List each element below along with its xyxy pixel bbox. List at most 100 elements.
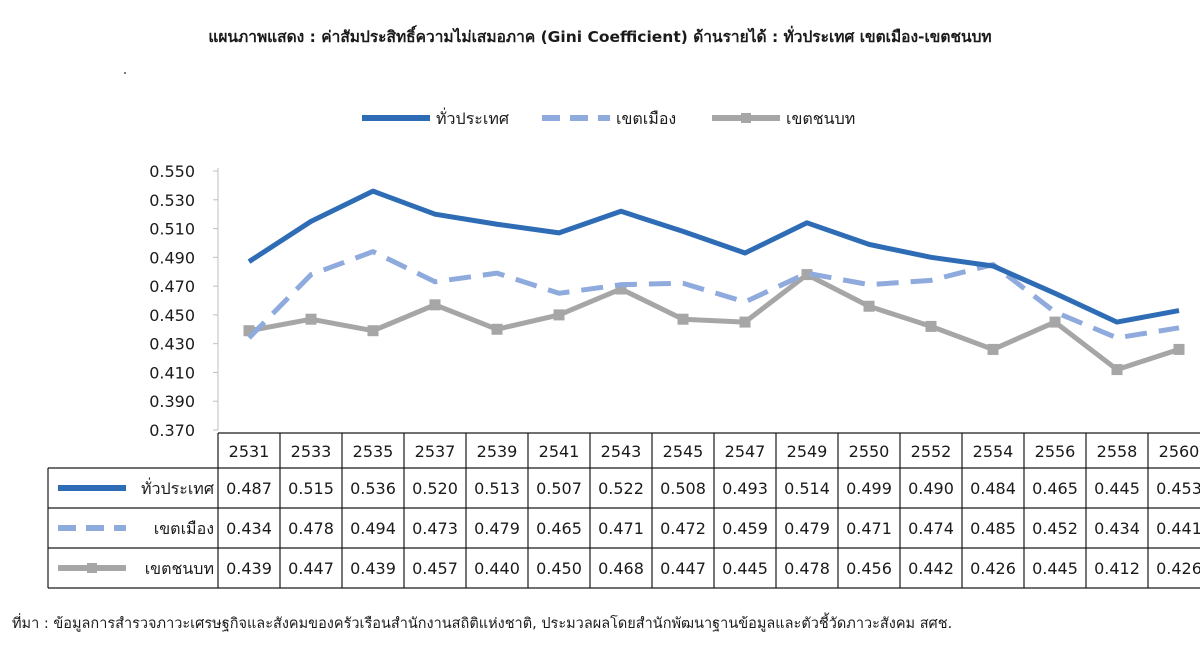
- legend-label-1: ทั่วประเทศ: [436, 107, 509, 128]
- table-value-cell: 0.441: [1156, 519, 1200, 538]
- table-value-cell: 0.465: [1032, 479, 1078, 498]
- table-value-cell: 0.479: [474, 519, 520, 538]
- table-value-cell: 0.445: [722, 559, 768, 578]
- table-value-cell: 0.471: [846, 519, 892, 538]
- table-value-cell: 0.452: [1032, 519, 1078, 538]
- data-table: 2531 2533 2535 2537 2539 2541 2543 2545 2547 2549…: [47, 432, 1200, 589]
- table-value-cell: 0.471: [598, 519, 644, 538]
- table-row-label-3: เขตชนบท: [145, 559, 214, 578]
- plot-area: [243, 188, 1185, 376]
- table-header-cell: 2549: [787, 442, 828, 461]
- table-header-cell: 2556: [1035, 442, 1076, 461]
- data-point: [677, 313, 689, 325]
- table-header-cell: 2539: [477, 442, 518, 461]
- table-value-cell: 0.468: [598, 559, 644, 578]
- table-value-cell: 0.513: [474, 479, 520, 498]
- table-value-cell: 0.522: [598, 479, 644, 498]
- table-value-cell: 0.447: [288, 559, 334, 578]
- data-point: [739, 316, 751, 328]
- table-value-cell: 0.484: [970, 479, 1016, 498]
- table-value-cell: 0.450: [536, 559, 582, 578]
- data-point: [367, 325, 379, 337]
- y-tick-label: 0.510: [149, 220, 195, 239]
- y-tick-label: 0.370: [149, 421, 195, 440]
- gini-line-chart: ทั่วประเทศ เขตเมือง เขตชนบท 0.5500.5300.51…: [47, 107, 1200, 589]
- data-point: [553, 309, 565, 321]
- table-value-cell: 0.493: [722, 479, 768, 498]
- table-value-cell: 0.514: [784, 479, 830, 498]
- table-header-cell: 2558: [1097, 442, 1138, 461]
- series-line-1: [247, 188, 1180, 325]
- table-value-cell: 0.456: [846, 559, 892, 578]
- data-point: [863, 300, 875, 312]
- table-row-label-2: เขตเมือง: [154, 519, 214, 538]
- data-point: [1049, 316, 1061, 328]
- table-value-cell: 0.459: [722, 519, 768, 538]
- series-line-2: [247, 249, 1180, 341]
- legend-marker-3: [741, 113, 751, 123]
- table-value-cell: 0.442: [908, 559, 954, 578]
- data-point: [801, 269, 813, 281]
- data-point: [1111, 364, 1123, 376]
- table-value-cell: 0.487: [226, 479, 272, 498]
- data-point: [305, 313, 317, 325]
- data-point: [429, 299, 441, 311]
- chart-legend: ทั่วประเทศ เขตเมือง เขตชนบท: [362, 107, 855, 128]
- data-point: [1173, 343, 1185, 355]
- table-value-cell: 0.472: [660, 519, 706, 538]
- table-value-cell: 0.439: [350, 559, 396, 578]
- table-header-cell: 2554: [973, 442, 1014, 461]
- stray-dot: [124, 72, 126, 74]
- table-value-cell: 0.426: [970, 559, 1016, 578]
- table-value-cell: 0.453: [1156, 479, 1200, 498]
- table-value-cell: 0.515: [288, 479, 334, 498]
- table-value-cell: 0.434: [226, 519, 272, 538]
- table-value-cell: 0.474: [908, 519, 954, 538]
- y-axis: 0.550 0.530 0.510 0.490 0.470 0.450 0.430 0.410…: [149, 162, 219, 440]
- table-value-cell: 0.478: [288, 519, 334, 538]
- legend-label-3: เขตชนบท: [786, 109, 855, 128]
- table-header-cell: 2560: [1159, 442, 1200, 461]
- table-value-cell: 0.508: [660, 479, 706, 498]
- y-tick-label: 0.470: [149, 277, 195, 296]
- table-value-cell: 0.434: [1094, 519, 1140, 538]
- table-header-cell: 2550: [849, 442, 890, 461]
- y-tick-label: 0.410: [149, 363, 195, 382]
- table-value-cell: 0.439: [226, 559, 272, 578]
- table-header-cell: 2533: [291, 442, 332, 461]
- chart-title: แผนภาพแสดง : ค่าสัมประสิทธิ์ความไม่เสมอภ…: [208, 28, 992, 46]
- table-value-cell: 0.536: [350, 479, 396, 498]
- table-value-cell: 0.440: [474, 559, 520, 578]
- table-header-cell: 2541: [539, 442, 580, 461]
- table-value-cell: 0.499: [846, 479, 892, 498]
- source-note: ที่มา : ข้อมูลการสำรวจภาวะเศรษฐกิจและสัง…: [12, 616, 953, 632]
- table-value-cell: 0.465: [536, 519, 582, 538]
- data-point: [615, 283, 627, 295]
- data-point: [243, 325, 255, 337]
- y-tick-label: 0.450: [149, 306, 195, 325]
- legend-label-2: เขตเมือง: [616, 109, 676, 128]
- table-value-cell: 0.473: [412, 519, 458, 538]
- table-value-cell: 0.479: [784, 519, 830, 538]
- table-key-marker-3: [87, 563, 97, 573]
- table-header-cell: 2547: [725, 442, 766, 461]
- data-point: [987, 343, 999, 355]
- table-row-label-1: ทั่วประเทศ: [141, 477, 214, 498]
- table-value-cell: 0.457: [412, 559, 458, 578]
- y-tick-label: 0.530: [149, 191, 195, 210]
- data-point: [491, 323, 503, 335]
- table-header-cell: 2535: [353, 442, 394, 461]
- table-value-cell: 0.520: [412, 479, 458, 498]
- table-value-cell: 0.490: [908, 479, 954, 498]
- series-line-3: [248, 272, 1180, 373]
- table-value-cell: 0.412: [1094, 559, 1140, 578]
- y-tick-label: 0.550: [149, 162, 195, 181]
- table-header-cell: 2543: [601, 442, 642, 461]
- y-tick-label: 0.490: [149, 248, 195, 267]
- table-header-cell: 2545: [663, 442, 704, 461]
- table-value-cell: 0.485: [970, 519, 1016, 538]
- table-value-cell: 0.478: [784, 559, 830, 578]
- table-value-cell: 0.426: [1156, 559, 1200, 578]
- table-value-cell: 0.445: [1032, 559, 1078, 578]
- table-value-cell: 0.507: [536, 479, 582, 498]
